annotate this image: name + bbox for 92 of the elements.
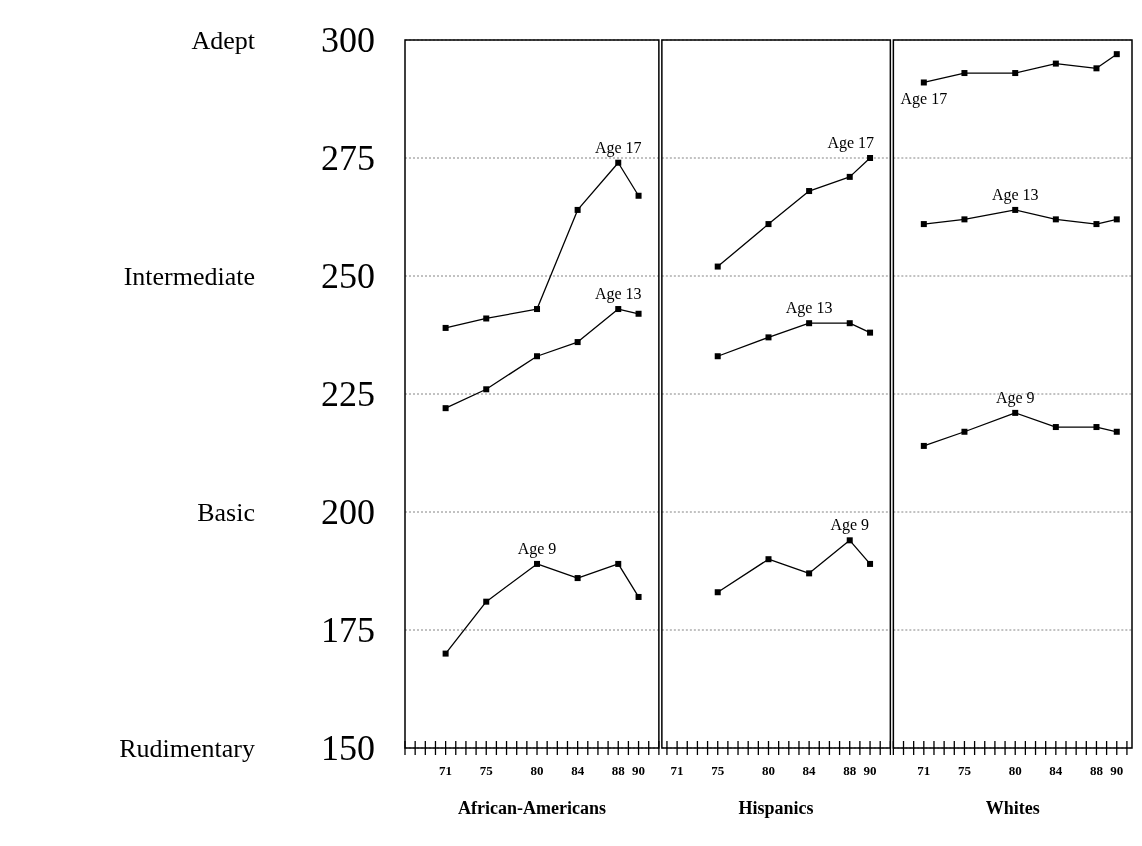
point (806, 320, 813, 327)
point (961, 70, 968, 77)
y-tick-label: 200 (321, 492, 375, 532)
point (1052, 60, 1059, 67)
series-label: Age 17 (594, 138, 642, 157)
point (483, 386, 490, 393)
point (534, 306, 541, 313)
y-tick-label: 225 (321, 374, 375, 414)
x-tick-label: 80 (530, 763, 544, 778)
point (1093, 221, 1100, 228)
point (615, 306, 622, 313)
x-tick-label: 75 (957, 763, 972, 778)
x-tick-label: 71 (439, 763, 453, 778)
point (534, 560, 541, 567)
x-axis-title: Hispanics (738, 798, 814, 818)
series-label: Age 9 (517, 539, 557, 558)
x-tick-label: 75 (711, 763, 725, 778)
point (574, 206, 581, 213)
x-tick-label: 90 (863, 763, 877, 778)
series-label: Age 13 (991, 185, 1039, 204)
point (1113, 216, 1120, 223)
point (442, 405, 449, 412)
point (1113, 51, 1120, 58)
text: Basic (197, 498, 255, 527)
point (920, 442, 927, 449)
x-tick-label: 71 (917, 763, 931, 778)
x-tick-label: 75 (479, 763, 494, 778)
point (1012, 206, 1019, 213)
y-tick-label: 300 (321, 20, 375, 60)
x-tick-label: 90 (1110, 763, 1124, 778)
point (635, 192, 642, 199)
point (635, 593, 642, 600)
text: Rudimentary (119, 734, 255, 763)
point (714, 589, 721, 596)
x-tick-label: 80 (1008, 763, 1022, 778)
point (806, 570, 813, 577)
series-label: Age 13 (785, 299, 833, 318)
x-tick-label: 88 (843, 763, 857, 778)
point (846, 173, 853, 180)
point (574, 339, 581, 346)
point (961, 428, 968, 435)
point (574, 575, 581, 582)
point (867, 329, 874, 336)
text: Adept (191, 26, 256, 55)
point (615, 560, 622, 567)
x-axis-title: Whites (985, 798, 1040, 818)
point (846, 537, 853, 544)
point (1052, 424, 1059, 431)
x-tick-label: 84 (802, 763, 817, 778)
point (483, 598, 490, 605)
x-tick-label: 84 (1049, 763, 1063, 778)
point (846, 320, 853, 327)
point (615, 159, 622, 166)
point (1093, 65, 1100, 72)
series-label: Age 9 (830, 516, 870, 535)
x-tick-label: 90 (632, 763, 646, 778)
point (806, 188, 813, 195)
x-tick-label: 84 (571, 763, 585, 778)
point (534, 353, 541, 360)
point (765, 221, 772, 228)
x-tick-label: 88 (611, 763, 626, 778)
point (1012, 70, 1019, 77)
point (920, 79, 927, 86)
series-label: Age 13 (594, 285, 642, 304)
point (765, 334, 772, 341)
x-tick-label: 80 (762, 763, 775, 778)
point (1113, 428, 1120, 435)
text: Intermediate (123, 262, 255, 291)
point (1012, 409, 1019, 416)
y-tick-label: 250 (321, 256, 375, 296)
y-tick-label: 175 (321, 610, 375, 650)
point (867, 560, 874, 567)
y-tick-label: 150 (321, 728, 375, 768)
y-tick-label: 275 (321, 138, 375, 178)
x-tick-label: 71 (670, 763, 684, 778)
point (483, 315, 490, 322)
point (714, 353, 721, 360)
series-label: Age 17 (900, 90, 948, 109)
point (765, 556, 772, 563)
series-label: Age 9 (995, 388, 1035, 407)
x-axis-title: African-Americans (457, 798, 606, 818)
point (920, 221, 927, 228)
x-tick-label: 88 (1089, 763, 1104, 778)
point (635, 310, 642, 317)
point (1093, 424, 1100, 431)
point (442, 650, 449, 657)
point (961, 216, 968, 223)
point (1052, 216, 1059, 223)
point (442, 324, 449, 331)
point (867, 155, 874, 161)
point (714, 263, 721, 270)
series-label: Age 17 (827, 134, 875, 152)
